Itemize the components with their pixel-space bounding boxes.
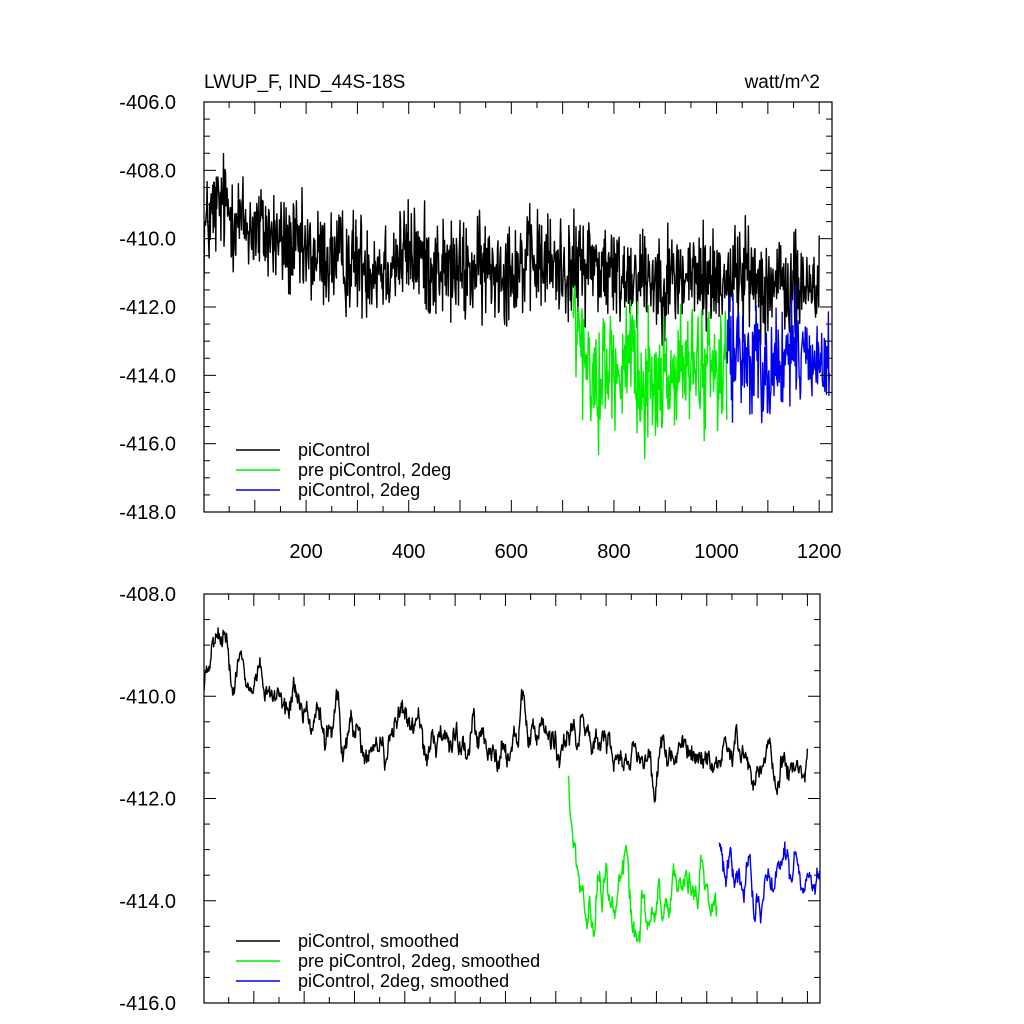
series-line-picontrol-2deg (726, 284, 831, 424)
top-panel: -406.0 -408.0 -410.0 -412.0 -414.0 -416.0 -418… (119, 72, 841, 563)
y-tick-label: -410.0 (119, 686, 176, 708)
series-group (204, 627, 820, 944)
chart-title: LWUP_F, IND_44S-18S (204, 72, 405, 93)
legend-label: piControl, 2deg, smoothed (298, 971, 509, 991)
units-label: watt/m^2 (744, 72, 820, 93)
y-tick-label: -418.0 (119, 502, 176, 524)
bottom-panel: -408.0 -410.0 -412.0 -414.0 -416.0 piControl,… (119, 584, 821, 1015)
legend-label: piControl, smoothed (298, 931, 459, 951)
series-group (204, 152, 831, 460)
series-line-pre-picontrol-2deg (572, 285, 728, 460)
x-tick-label: 200 (289, 541, 322, 563)
y-tick-label: -410.0 (119, 229, 176, 251)
y-tick-label: -414.0 (119, 365, 176, 387)
y-tick-label: -406.0 (119, 92, 176, 114)
y-tick-label: -414.0 (119, 891, 176, 913)
y-tick-label: -416.0 (119, 434, 176, 456)
y-tick-label: -408.0 (119, 584, 176, 606)
series-line-picontrol (204, 152, 820, 346)
legend-label: piControl, 2deg (298, 480, 420, 500)
x-tick-label: 1000 (694, 541, 739, 563)
y-tick-label: -412.0 (119, 789, 176, 811)
legend-label: piControl (298, 440, 370, 460)
series-line-picontrol-smoothed (204, 627, 809, 803)
x-tick-label: 800 (597, 541, 630, 563)
legend-label: pre piControl, 2deg, smoothed (298, 951, 540, 971)
y-tick-label: -412.0 (119, 297, 176, 319)
plot-frame (203, 593, 821, 1004)
x-tick-label: 400 (392, 541, 425, 563)
series-line-pre-picontrol-2deg-smoothed (567, 775, 718, 944)
y-tick-label: -408.0 (119, 160, 176, 182)
x-tick-label: 600 (495, 541, 528, 563)
series-line-picontrol-2deg-smoothed (718, 841, 820, 924)
legend-label: pre piControl, 2deg (298, 460, 451, 480)
y-tick-label: -416.0 (119, 993, 176, 1015)
x-tick-label: 1200 (797, 541, 842, 563)
